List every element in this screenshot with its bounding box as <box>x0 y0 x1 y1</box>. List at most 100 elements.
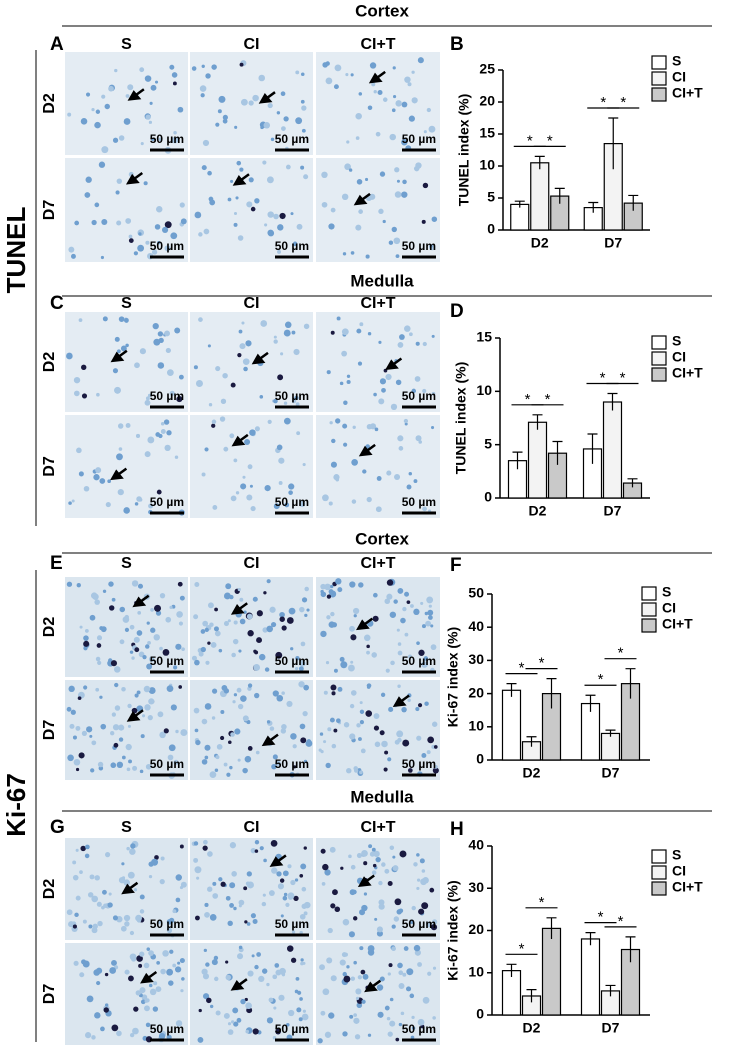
nucleus <box>280 914 284 918</box>
bar <box>580 938 601 1016</box>
error-bar <box>554 187 565 204</box>
nucleus <box>107 479 112 484</box>
nucleus <box>350 660 354 664</box>
nucleus <box>247 683 253 688</box>
legend-label: CI+T <box>672 85 703 101</box>
nucleus <box>125 94 130 98</box>
arrow <box>269 854 287 867</box>
y-tick-label: 20 <box>468 684 484 700</box>
nucleus <box>142 655 147 660</box>
significance-label: * <box>539 655 545 672</box>
nucleus <box>179 202 185 208</box>
nucleus <box>246 613 253 620</box>
nucleus <box>201 64 205 68</box>
nucleus <box>94 202 100 208</box>
nucleus <box>126 846 130 851</box>
nucleus <box>173 130 177 135</box>
nucleus <box>266 720 271 724</box>
nucleus <box>139 348 146 355</box>
nucleus <box>427 609 434 616</box>
nucleus <box>343 400 348 405</box>
nucleus <box>342 1031 348 1037</box>
nucleus <box>397 684 401 688</box>
nucleus <box>214 768 219 773</box>
nucleus <box>239 618 246 625</box>
column-label: S <box>121 819 132 836</box>
nucleus <box>350 73 354 77</box>
nucleus <box>223 621 229 627</box>
nucleus <box>148 503 154 509</box>
nucleus <box>247 746 253 751</box>
nucleus <box>160 856 165 861</box>
nucleus <box>293 348 300 356</box>
nucleus <box>237 235 244 241</box>
nucleus <box>223 688 230 694</box>
nucleus <box>330 975 337 982</box>
nucleus <box>180 218 187 225</box>
scale-bar-label: 50 µm <box>275 495 309 509</box>
nucleus <box>102 589 107 593</box>
nucleus <box>198 317 203 322</box>
nucleus <box>71 253 76 259</box>
nucleus <box>212 893 219 899</box>
nucleus <box>225 583 232 590</box>
nucleus <box>378 899 385 906</box>
nucleus <box>401 191 408 198</box>
nucleus <box>320 848 326 854</box>
nucleus <box>277 249 282 254</box>
nucleus <box>202 973 210 980</box>
nucleus <box>229 882 236 889</box>
nucleus <box>154 224 161 230</box>
nucleus <box>387 972 391 976</box>
nucleus <box>159 646 163 651</box>
nucleus <box>416 886 420 891</box>
nucleus <box>157 920 161 924</box>
significance-label: * <box>527 132 533 149</box>
nucleus <box>389 1020 396 1027</box>
nucleus <box>284 502 290 508</box>
nucleus <box>100 626 107 633</box>
nucleus <box>155 80 159 84</box>
nucleus <box>163 728 169 734</box>
legend-label: S <box>672 53 681 69</box>
nucleus <box>401 706 407 713</box>
nucleus <box>421 753 427 758</box>
nucleus <box>356 1002 363 1009</box>
nucleus <box>177 961 181 965</box>
significance-label: * <box>600 94 606 111</box>
nucleus <box>114 336 120 342</box>
nucleus <box>217 109 222 114</box>
nucleus <box>133 251 138 256</box>
nucleus <box>280 728 287 734</box>
nucleus <box>236 687 242 693</box>
nucleus <box>259 395 264 399</box>
nucleus <box>201 718 208 725</box>
arrow <box>127 88 145 101</box>
y-tick-label: 10 <box>479 157 495 173</box>
y-tick-label: 0 <box>476 751 484 767</box>
nucleus <box>91 1035 96 1040</box>
scale-bar-label: 50 µm <box>150 917 184 931</box>
nucleus <box>326 594 332 599</box>
nucleus <box>148 698 155 705</box>
x-tick-label: D2 <box>531 235 549 251</box>
nucleus <box>129 930 135 936</box>
nucleus <box>396 730 404 738</box>
nucleus <box>272 974 278 980</box>
nucleus <box>145 240 150 245</box>
nucleus <box>175 1020 183 1027</box>
nucleus <box>159 878 165 885</box>
nucleus <box>349 625 355 632</box>
nucleus <box>353 916 358 921</box>
nucleus <box>101 905 105 910</box>
nucleus <box>373 90 377 94</box>
nucleus <box>379 730 385 736</box>
legend-label: CI+T <box>662 616 693 632</box>
nucleus <box>371 847 376 852</box>
nucleus <box>135 914 142 922</box>
nucleus <box>350 690 357 696</box>
nucleus <box>267 230 275 237</box>
x-tick-label: D2 <box>529 503 547 519</box>
nucleus <box>299 913 306 920</box>
nucleus <box>123 317 129 323</box>
